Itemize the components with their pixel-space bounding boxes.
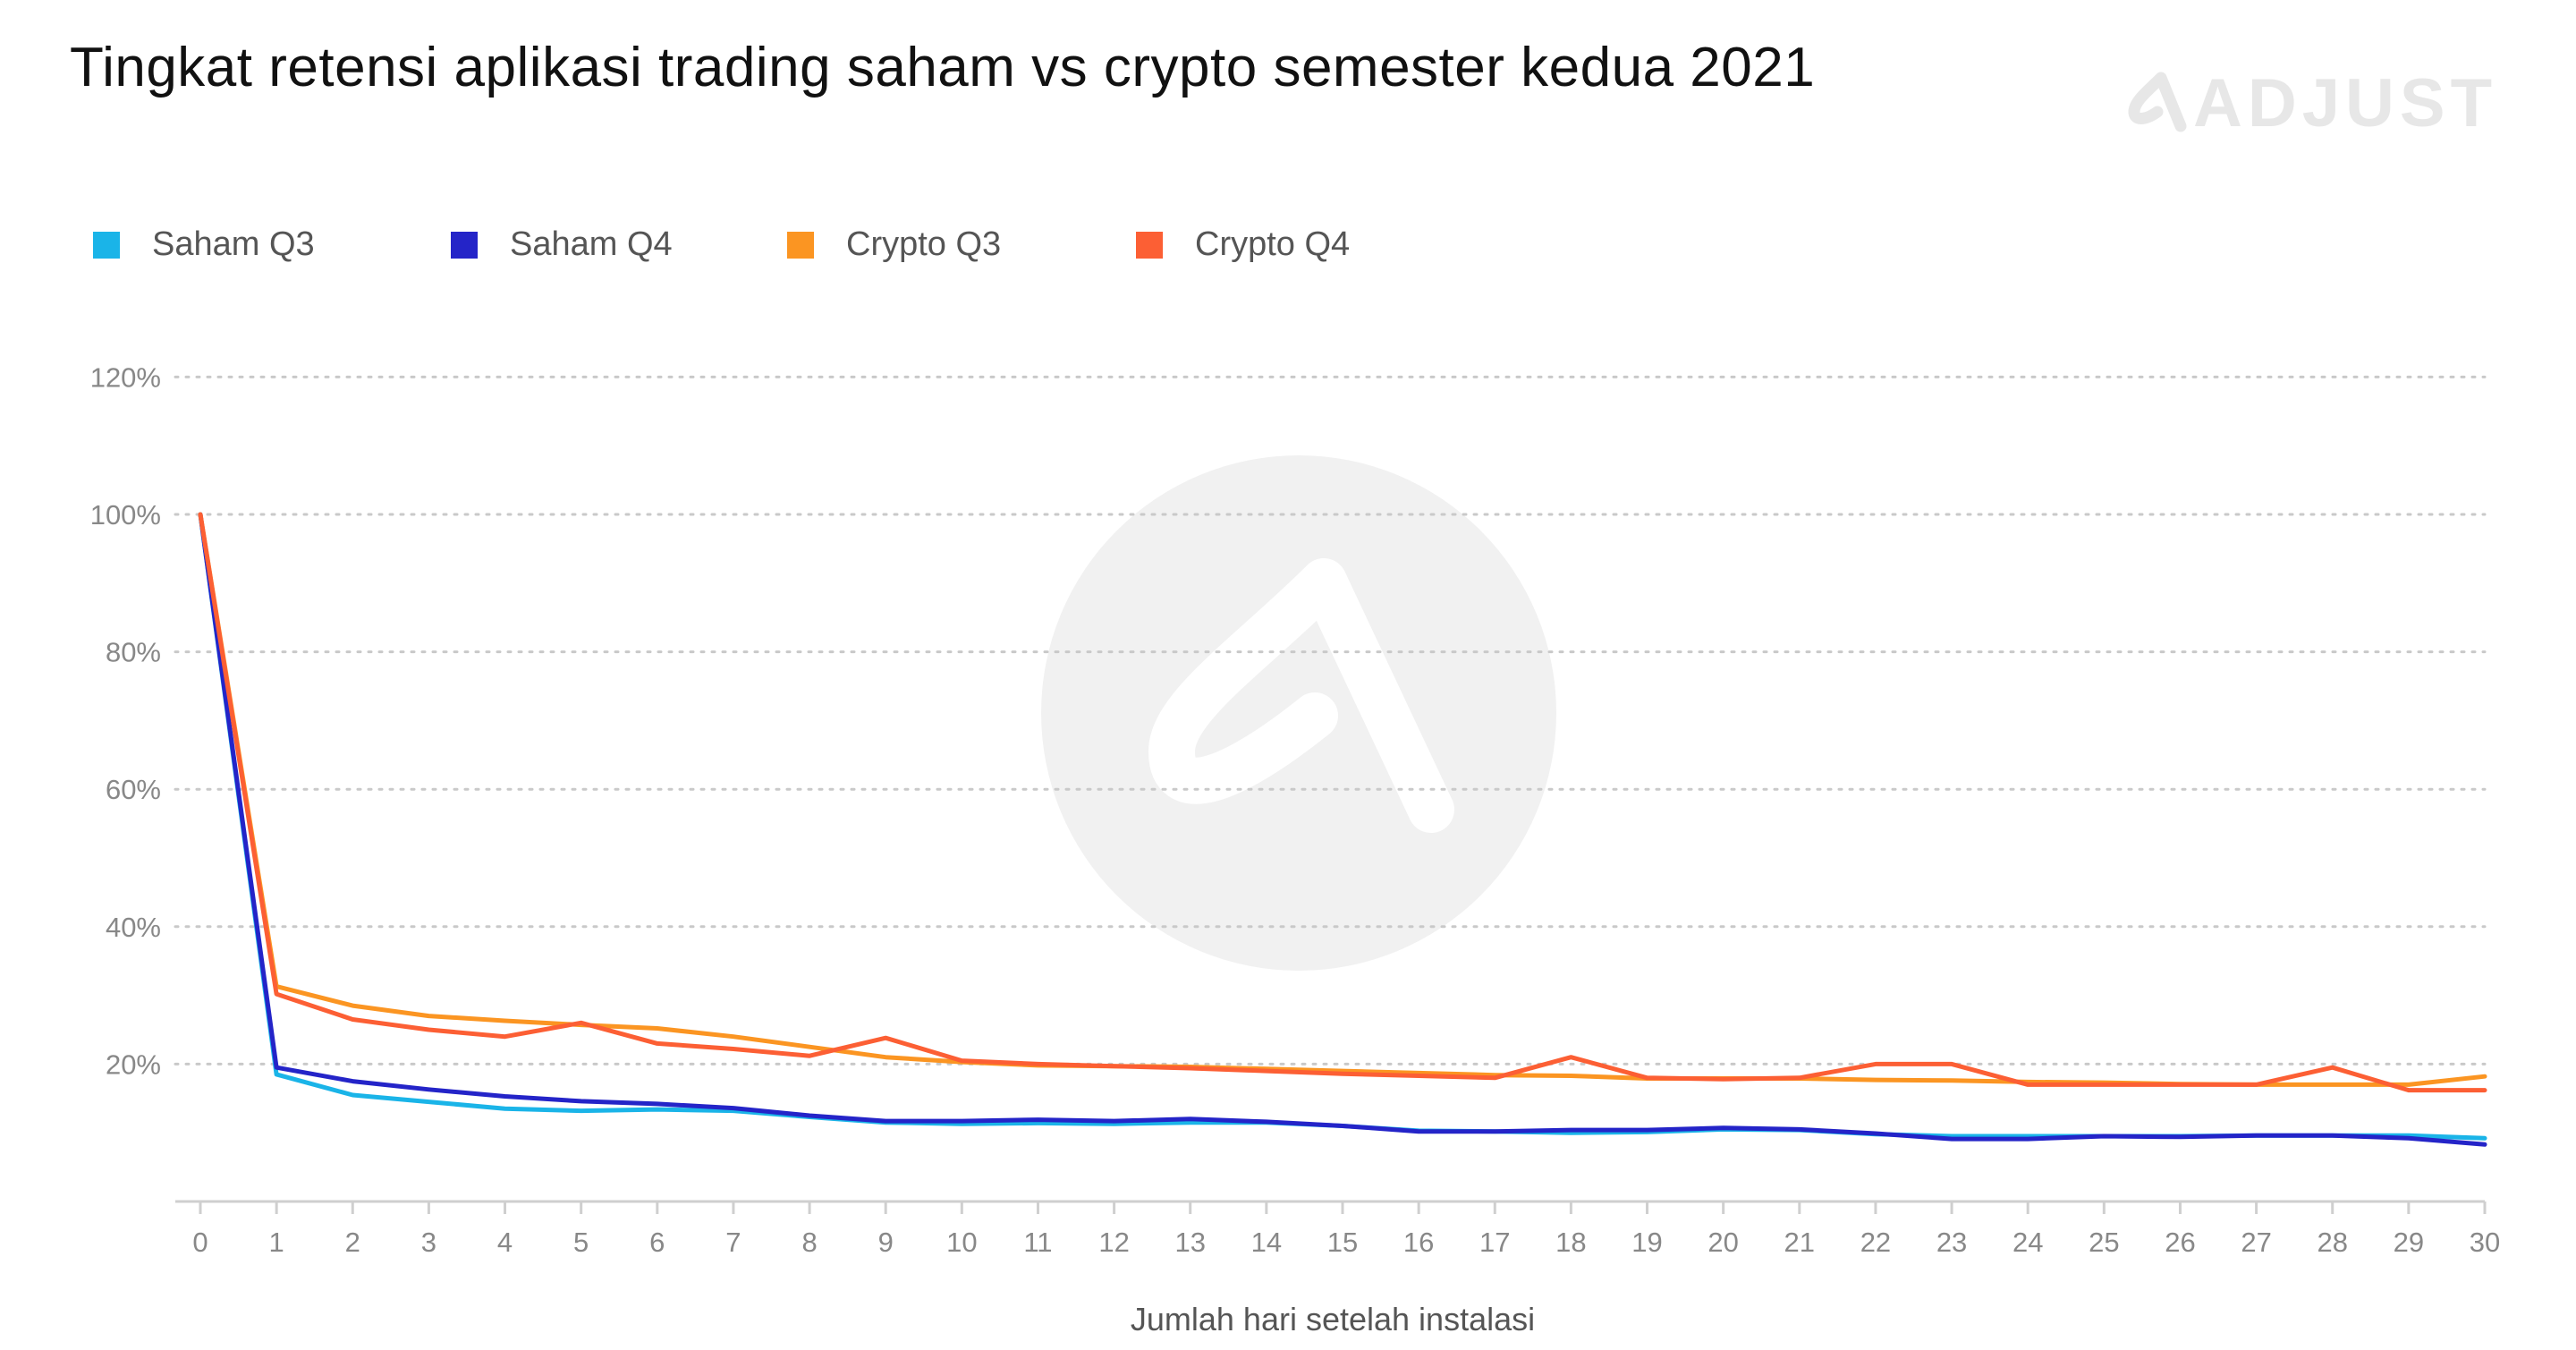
x-tick-label: 18 xyxy=(1555,1227,1586,1258)
legend-label: Crypto Q3 xyxy=(846,225,1002,263)
legend-label: Saham Q3 xyxy=(152,225,315,263)
legend-swatch xyxy=(1136,231,1163,259)
x-tick-label: 27 xyxy=(2241,1227,2271,1258)
legend-item: Saham Q3 xyxy=(93,225,451,264)
series-line-saham-q4 xyxy=(198,512,2487,1147)
x-tick-label: 7 xyxy=(725,1227,741,1258)
legend-swatch xyxy=(93,231,120,259)
series-line-crypto-q4 xyxy=(198,512,2487,1093)
x-tick-label: 29 xyxy=(2394,1227,2424,1258)
x-tick-label: 22 xyxy=(1860,1227,1891,1258)
y-axis: 20% 40% 60% 80% 100% 120% xyxy=(90,361,161,1080)
x-tick-label: 16 xyxy=(1403,1227,1434,1258)
x-tick-label: 14 xyxy=(1251,1227,1282,1258)
y-tick-label: 120% xyxy=(90,361,161,393)
x-tick-label: 9 xyxy=(878,1227,894,1258)
legend-swatch xyxy=(787,231,814,259)
x-tick-label: 17 xyxy=(1479,1227,1510,1258)
x-tick-label: 6 xyxy=(649,1227,665,1258)
legend-swatch xyxy=(451,231,478,259)
x-tick-label: 26 xyxy=(2165,1227,2195,1258)
x-tick-label: 5 xyxy=(573,1227,589,1258)
x-tick-label: 15 xyxy=(1327,1227,1358,1258)
legend-item: Saham Q4 xyxy=(451,225,787,264)
x-tick-label: 10 xyxy=(946,1227,977,1258)
x-tick-label: 30 xyxy=(2470,1227,2500,1258)
x-tick-label: 8 xyxy=(801,1227,817,1258)
x-tick-label: 28 xyxy=(2317,1227,2347,1258)
x-tick-label: 24 xyxy=(2012,1227,2043,1258)
y-tick-label: 60% xyxy=(106,774,161,805)
x-tick-label: 1 xyxy=(269,1227,284,1258)
adjust-logo-icon xyxy=(2128,72,2187,132)
grid xyxy=(174,375,2487,1066)
legend-item: Crypto Q4 xyxy=(1136,225,1350,264)
x-tick-label: 2 xyxy=(345,1227,360,1258)
x-tick-label: 11 xyxy=(1023,1227,1052,1258)
watermark xyxy=(1041,455,1556,971)
x-axis-label: Jumlah hari setelah instalasi xyxy=(1131,1301,1535,1337)
x-tick-label: 12 xyxy=(1098,1227,1129,1258)
x-tick-label: 25 xyxy=(2089,1227,2119,1258)
legend-label: Saham Q4 xyxy=(510,225,673,263)
y-tick-label: 20% xyxy=(106,1049,161,1080)
x-tick-label: 19 xyxy=(1631,1227,1662,1258)
watermark-logo-icon xyxy=(1148,558,1454,833)
x-tick-label: 4 xyxy=(497,1227,513,1258)
series-lines xyxy=(198,512,2487,1147)
x-tick-label: 3 xyxy=(421,1227,436,1258)
x-axis: 0 1 2 3 4 5 6 7 8 9 10 11 12 13 14 15 16 17 18 19 20 21 22 23 24… xyxy=(175,1200,2500,1258)
y-tick-label: 40% xyxy=(106,912,161,943)
chart-title: Tingkat retensi aplikasi trading saham v… xyxy=(70,37,1816,98)
x-tick-label: 23 xyxy=(1936,1227,1967,1258)
x-tick-label: 13 xyxy=(1174,1227,1205,1258)
legend-label: Crypto Q4 xyxy=(1195,225,1351,263)
x-tick-label: 0 xyxy=(192,1227,208,1258)
legend: Saham Q3 Saham Q4 Crypto Q3 Crypto Q4 xyxy=(93,225,1350,264)
x-tick-label: 20 xyxy=(1707,1227,1738,1258)
y-tick-label: 100% xyxy=(90,499,161,531)
brand-name: ADJUST xyxy=(2192,65,2497,141)
x-tick-label: 21 xyxy=(1784,1227,1815,1258)
y-tick-label: 80% xyxy=(106,637,161,668)
legend-item: Crypto Q3 xyxy=(787,225,1136,264)
brand-logo: ADJUST xyxy=(2122,64,2497,142)
